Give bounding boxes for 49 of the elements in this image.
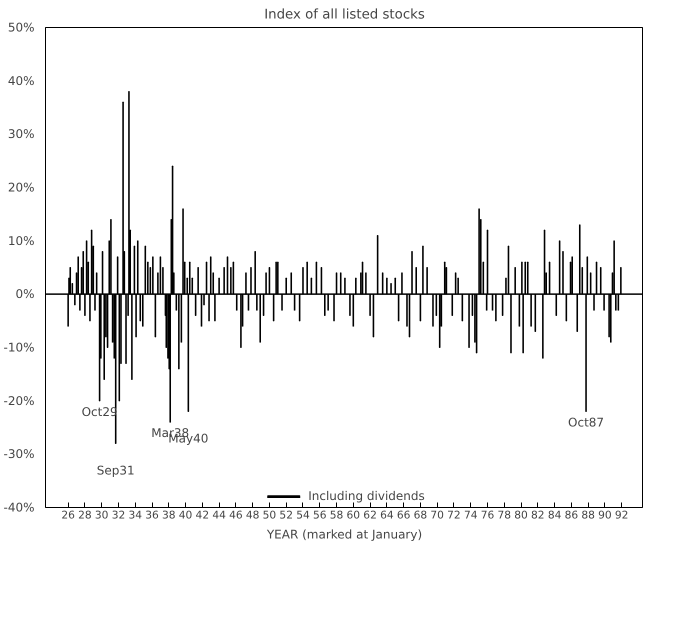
x-axis-title: YEAR (marked at January)	[266, 528, 422, 542]
x-tick-label: 44	[212, 508, 226, 522]
x-tick-label: 76	[480, 508, 494, 522]
x-tick-label: 46	[229, 508, 243, 522]
x-tick-label: 86	[564, 508, 578, 522]
y-tick-label: -20%	[4, 394, 35, 408]
y-tick-label: 50%	[8, 20, 34, 34]
x-tick-label: 84	[548, 508, 562, 522]
y-tick-label: 10%	[8, 234, 34, 248]
x-tick-label: 54	[296, 508, 310, 522]
x-tick-label: 74	[464, 508, 478, 522]
x-tick-label: 80	[514, 508, 528, 522]
x-tick-label: 90	[598, 508, 612, 522]
x-tick-label: 38	[162, 508, 176, 522]
annotation: Sep31	[96, 464, 135, 478]
x-tick-label: 28	[78, 508, 92, 522]
annotation: Oct87	[568, 416, 604, 430]
y-tick-label: 30%	[8, 127, 34, 142]
x-tick-label: 58	[330, 508, 344, 522]
x-tick-label: 64	[380, 508, 394, 522]
x-tick-label: 26	[61, 508, 76, 522]
x-tick-label: 70	[430, 508, 444, 522]
y-tick-label: -40%	[4, 500, 35, 514]
x-tick-label: 88	[581, 508, 596, 522]
x-tick-label: 42	[196, 508, 210, 522]
x-tick-label: 82	[531, 508, 545, 522]
y-tick-label: 20%	[8, 180, 34, 194]
legend-label: Including dividends	[308, 489, 425, 503]
x-tick-label: 68	[414, 508, 428, 522]
x-tick-label: 36	[145, 508, 160, 522]
x-tick-label: 56	[312, 508, 327, 522]
x-tick-label: 66	[396, 508, 411, 522]
y-tick-label: 40%	[8, 74, 34, 88]
x-tick-label: 48	[246, 508, 260, 522]
x-tick-label: 30	[94, 508, 109, 522]
y-tick-label: -10%	[4, 340, 35, 354]
x-tick-label: 32	[112, 508, 126, 522]
x-tick-label: 52	[279, 508, 293, 522]
y-tick-label: 0%	[15, 287, 35, 302]
y-tick-label: -30%	[4, 447, 35, 462]
x-tick-label: 78	[497, 508, 512, 522]
x-tick-label: 62	[363, 508, 377, 522]
x-tick-label: 60	[346, 508, 360, 522]
chart-title: Index of all listed stocks	[264, 8, 425, 22]
x-tick-label: 40	[178, 508, 193, 522]
x-tick-label: 92	[614, 508, 628, 522]
x-tick-label: 72	[447, 508, 461, 522]
x-tick-label: 50	[262, 508, 276, 522]
x-tick-label: 34	[128, 508, 142, 522]
